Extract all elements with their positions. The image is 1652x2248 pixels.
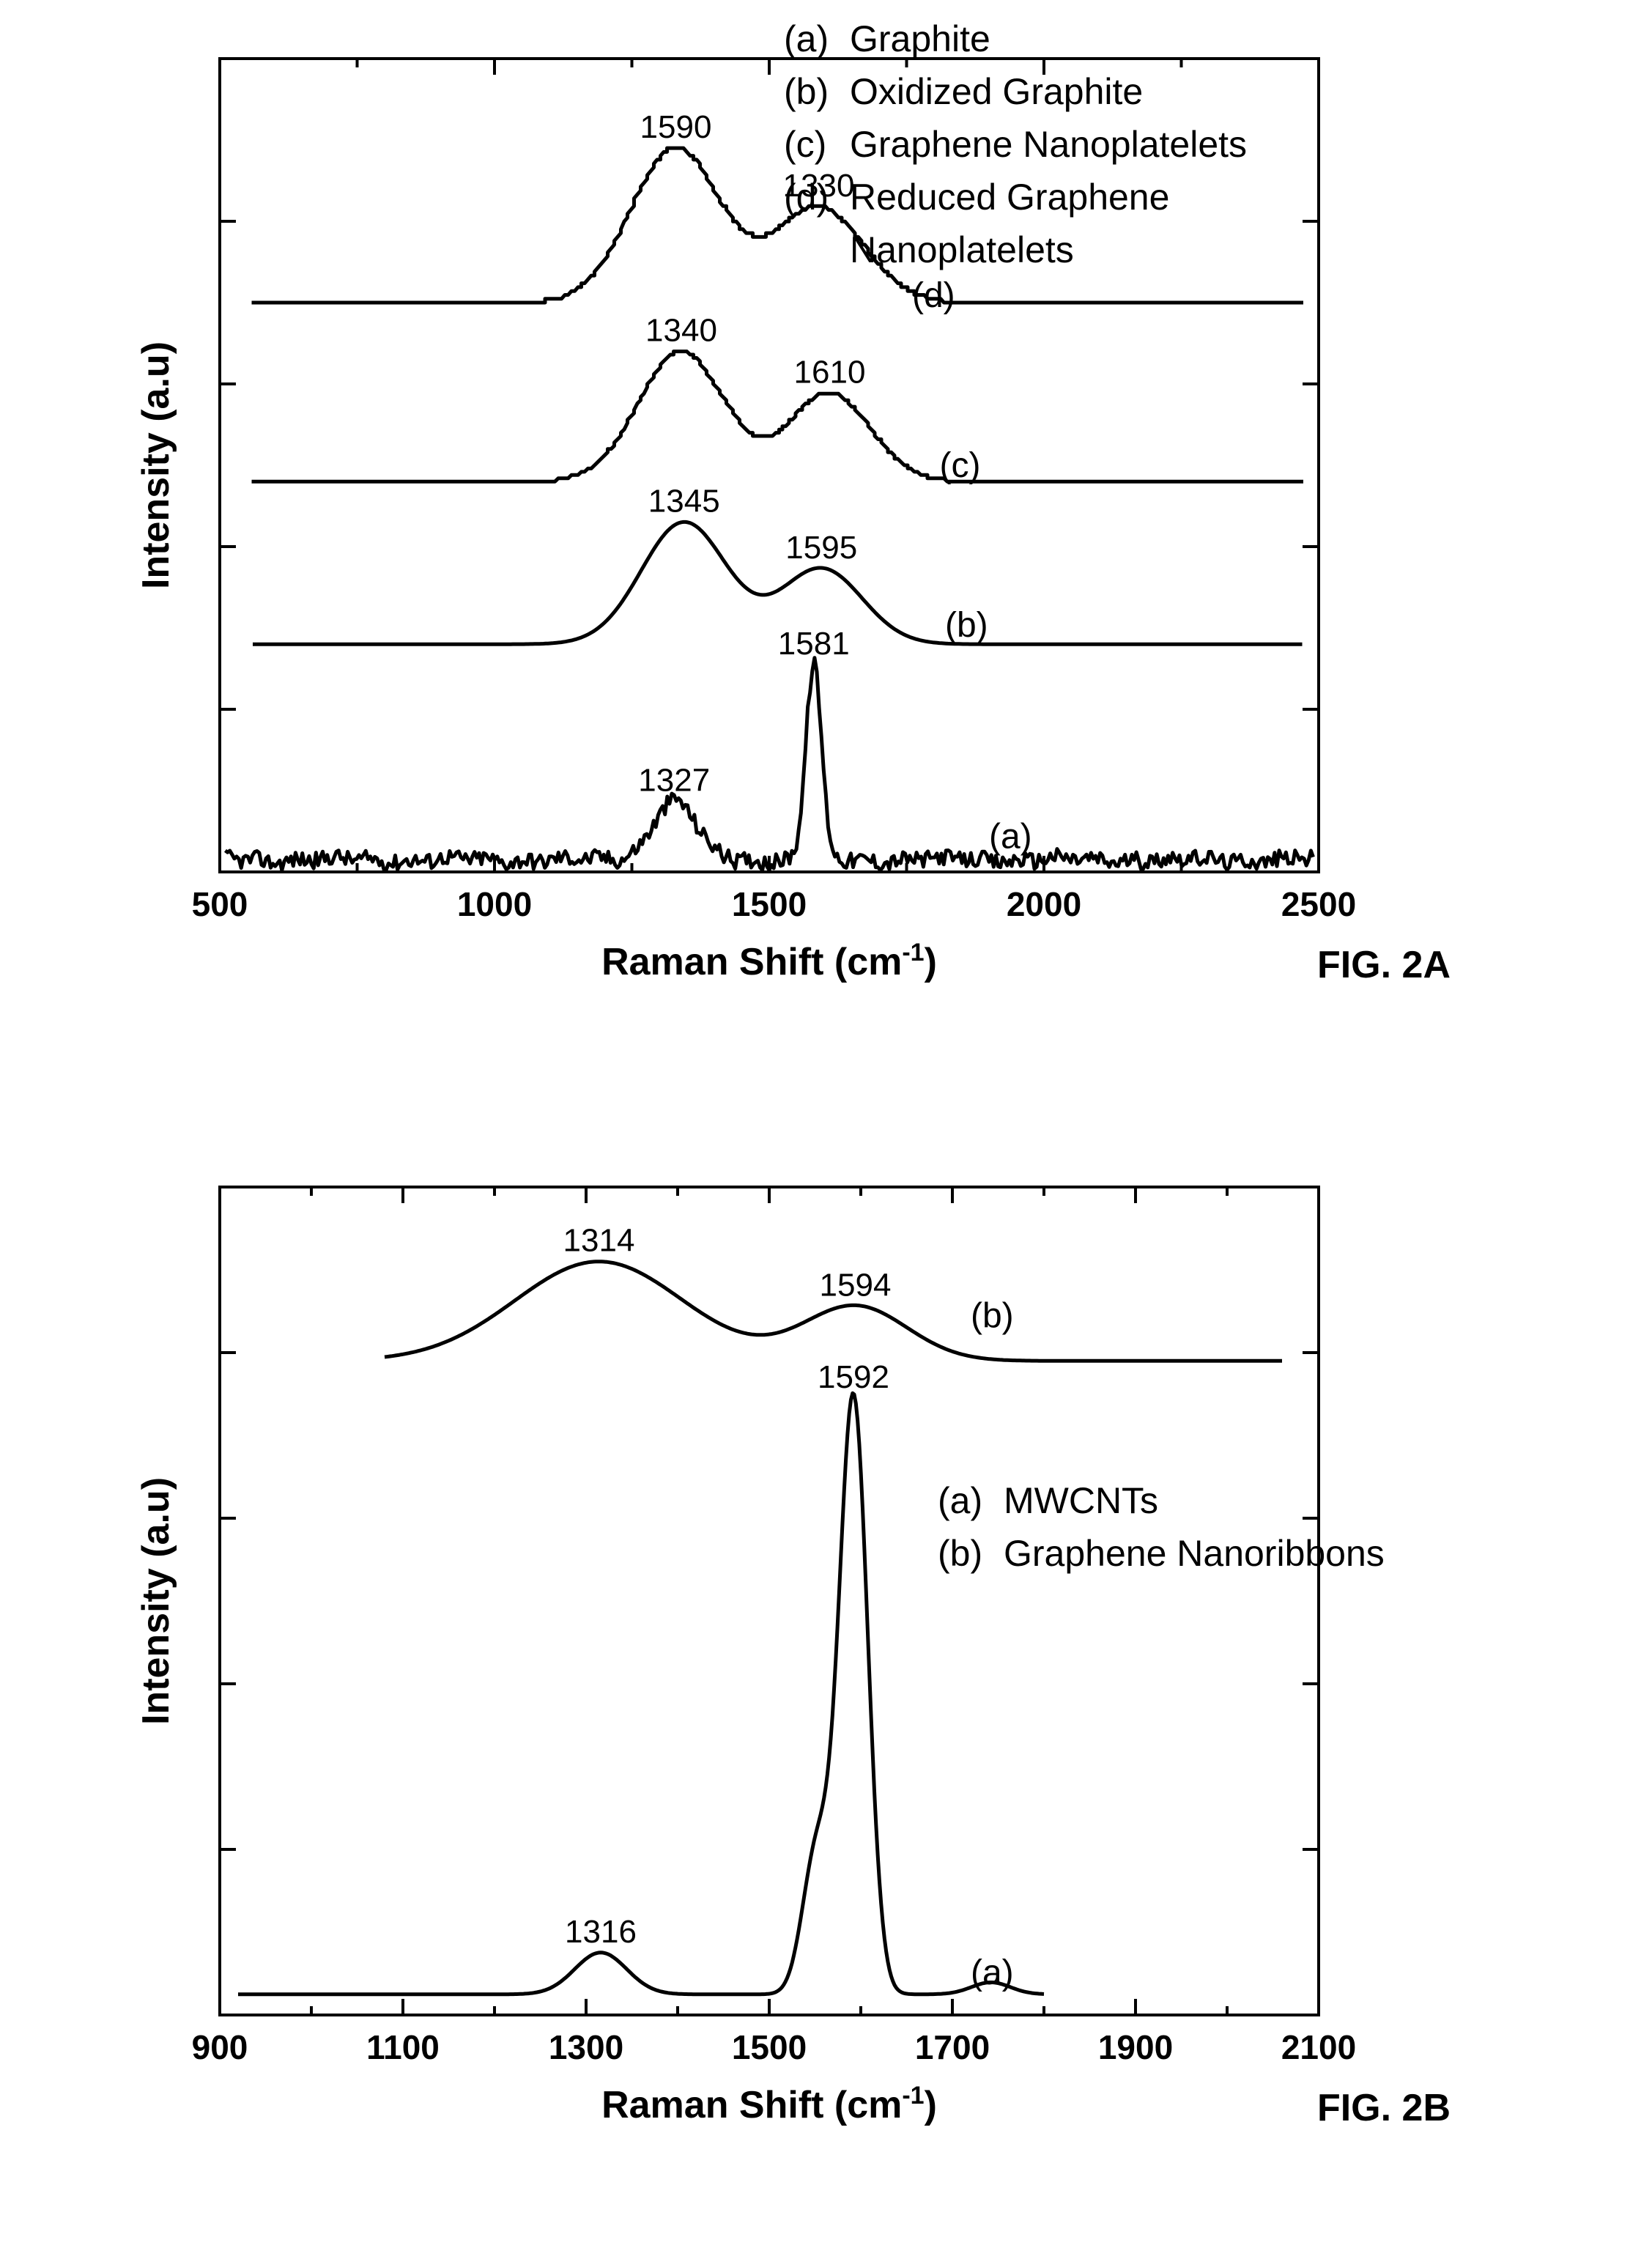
- x-tick-label: 1500: [732, 2028, 807, 2066]
- figure-caption: FIG. 2A: [1317, 944, 1451, 986]
- figure-svg: 500 1000 1500 2000 2500 Raman Shift (cm-1) Int…: [0, 0, 1652, 2244]
- legend-text: MWCNTs: [1004, 1480, 1158, 1521]
- x-tick-label: 1700: [915, 2028, 990, 2066]
- legend-tag: (d): [784, 177, 829, 218]
- y-axis-label: Intensity (a.u): [135, 1477, 177, 1725]
- peak-label: 1594: [820, 1268, 892, 1304]
- trace-tag: (c): [940, 446, 981, 485]
- svg-text:Raman Shift (cm-1): Raman Shift (cm-1): [601, 2082, 937, 2126]
- peak-label: 1592: [818, 1359, 889, 1395]
- y-axis-label: Intensity (a.u): [135, 341, 177, 589]
- trace-tag: (a): [989, 817, 1032, 856]
- panel-FIG. 2B: 900 1100 1300 1500 1700 1900 2100 Raman Shift (…: [135, 1187, 1451, 2129]
- peak-label: 1345: [648, 484, 720, 520]
- trace-tag: (d): [912, 276, 955, 315]
- svg-text:Raman Shift (cm-1): Raman Shift (cm-1): [601, 939, 937, 983]
- x-tick-label: 1000: [457, 885, 532, 923]
- x-axis-label: Raman Shift (cm-1): [601, 939, 937, 983]
- legend-text: Graphene Nanoplatelets: [850, 124, 1247, 165]
- x-tick-label: 2100: [1281, 2028, 1356, 2066]
- panel-FIG. 2A: 500 1000 1500 2000 2500 Raman Shift (cm-1) Int…: [135, 18, 1451, 986]
- legend-text: Reduced Graphene: [850, 177, 1169, 218]
- x-tick-label: 1100: [366, 2028, 440, 2066]
- trace-tag: (a): [971, 1953, 1014, 1992]
- x-tick-label: 1300: [549, 2028, 623, 2066]
- legend-text: Graphite: [850, 18, 990, 59]
- spectrum-c: [252, 352, 1304, 482]
- plot-border: [220, 1187, 1319, 2015]
- peak-label: 1327: [638, 762, 710, 798]
- legend-tag: (a): [938, 1480, 982, 1521]
- peak-label: 1590: [640, 109, 712, 145]
- legend-text: Graphene Nanoribbons: [1004, 1533, 1385, 1574]
- trace-tag: (b): [971, 1296, 1014, 1335]
- x-tick-label: 1900: [1098, 2028, 1173, 2066]
- spectrum-a: [226, 658, 1314, 870]
- spectrum-d: [252, 148, 1304, 303]
- x-tick-label: 900: [192, 2028, 248, 2066]
- figure-caption: FIG. 2B: [1317, 2087, 1451, 2129]
- x-tick-label: 2500: [1281, 885, 1356, 923]
- peak-label: 1316: [565, 1914, 637, 1950]
- legend-tag: (b): [938, 1533, 982, 1574]
- legend-tag: (b): [784, 71, 829, 112]
- legend-tag: (c): [784, 124, 826, 165]
- legend-text: Nanoplatelets: [850, 229, 1074, 270]
- legend-tag: (a): [784, 18, 829, 59]
- peak-label: 1581: [778, 626, 850, 662]
- peak-label: 1610: [794, 354, 866, 390]
- spectrum-a: [238, 1393, 1044, 1994]
- x-tick-label: 500: [192, 885, 248, 923]
- page: 500 1000 1500 2000 2500 Raman Shift (cm-1) Int…: [0, 0, 1652, 2244]
- peak-label: 1595: [785, 530, 857, 566]
- x-tick-label: 1500: [732, 885, 807, 923]
- trace-tag: (b): [945, 606, 988, 645]
- x-tick-label: 2000: [1007, 885, 1081, 923]
- x-axis-label: Raman Shift (cm-1): [601, 2082, 937, 2126]
- peak-label: 1314: [563, 1223, 635, 1259]
- peak-label: 1340: [645, 313, 717, 349]
- legend-text: Oxidized Graphite: [850, 71, 1143, 112]
